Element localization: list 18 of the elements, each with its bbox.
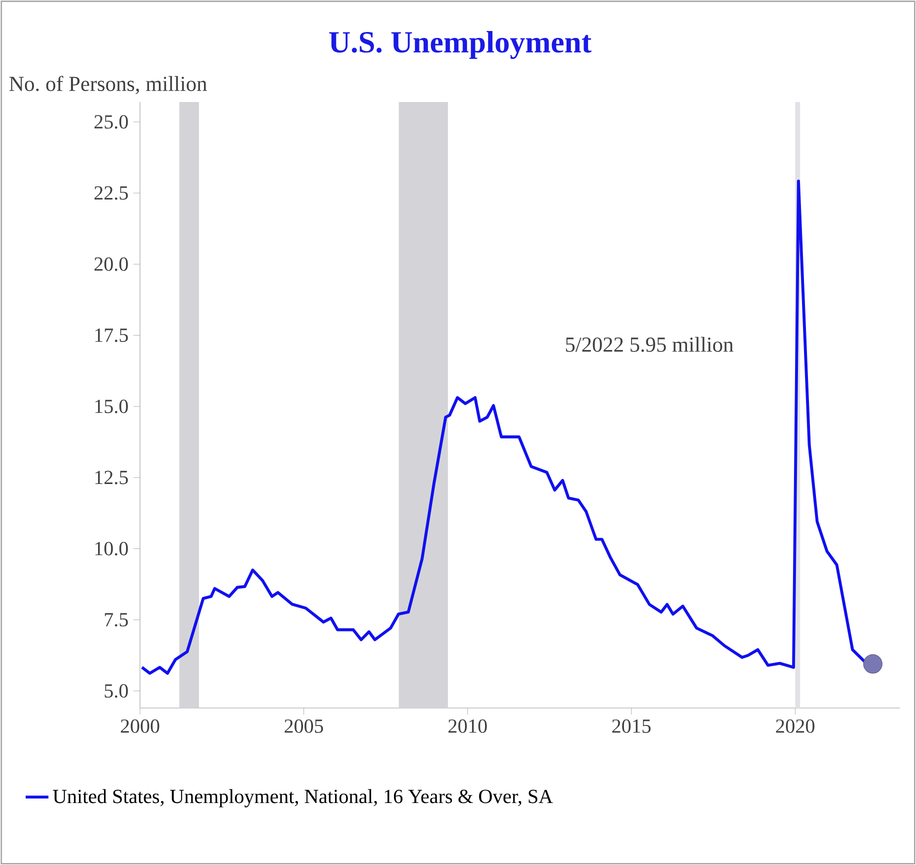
y-tick-label: 7.5 xyxy=(104,613,128,626)
x-tick-label: 2020 xyxy=(776,719,814,733)
x-tick-label: 2015 xyxy=(612,719,651,733)
x-tick-label: 2005 xyxy=(284,719,324,733)
legend-label: United States, Unemployment, National, 16 Years & Over, SA xyxy=(52,789,553,808)
y-tick-label: 12.5 xyxy=(95,470,128,484)
x-tick-label: 2000 xyxy=(120,719,160,733)
y-tick-label: 22.5 xyxy=(94,186,128,200)
y-tick-label: 17.5 xyxy=(95,328,128,342)
y-tick-label: 10.0 xyxy=(95,542,128,556)
annotation: 5/2022 5.95 million xyxy=(566,336,734,352)
y-axis-title: No. of Persons, million xyxy=(9,76,207,94)
y-tick-label: 20.0 xyxy=(94,257,128,271)
y-tick-label: 5.0 xyxy=(104,684,128,698)
chart-title: U.S. Unemployment xyxy=(329,31,592,59)
y-tick-label: 25.0 xyxy=(94,115,128,129)
x-tick-label: 2010 xyxy=(448,719,487,733)
y-tick-label: 15.0 xyxy=(95,400,128,414)
